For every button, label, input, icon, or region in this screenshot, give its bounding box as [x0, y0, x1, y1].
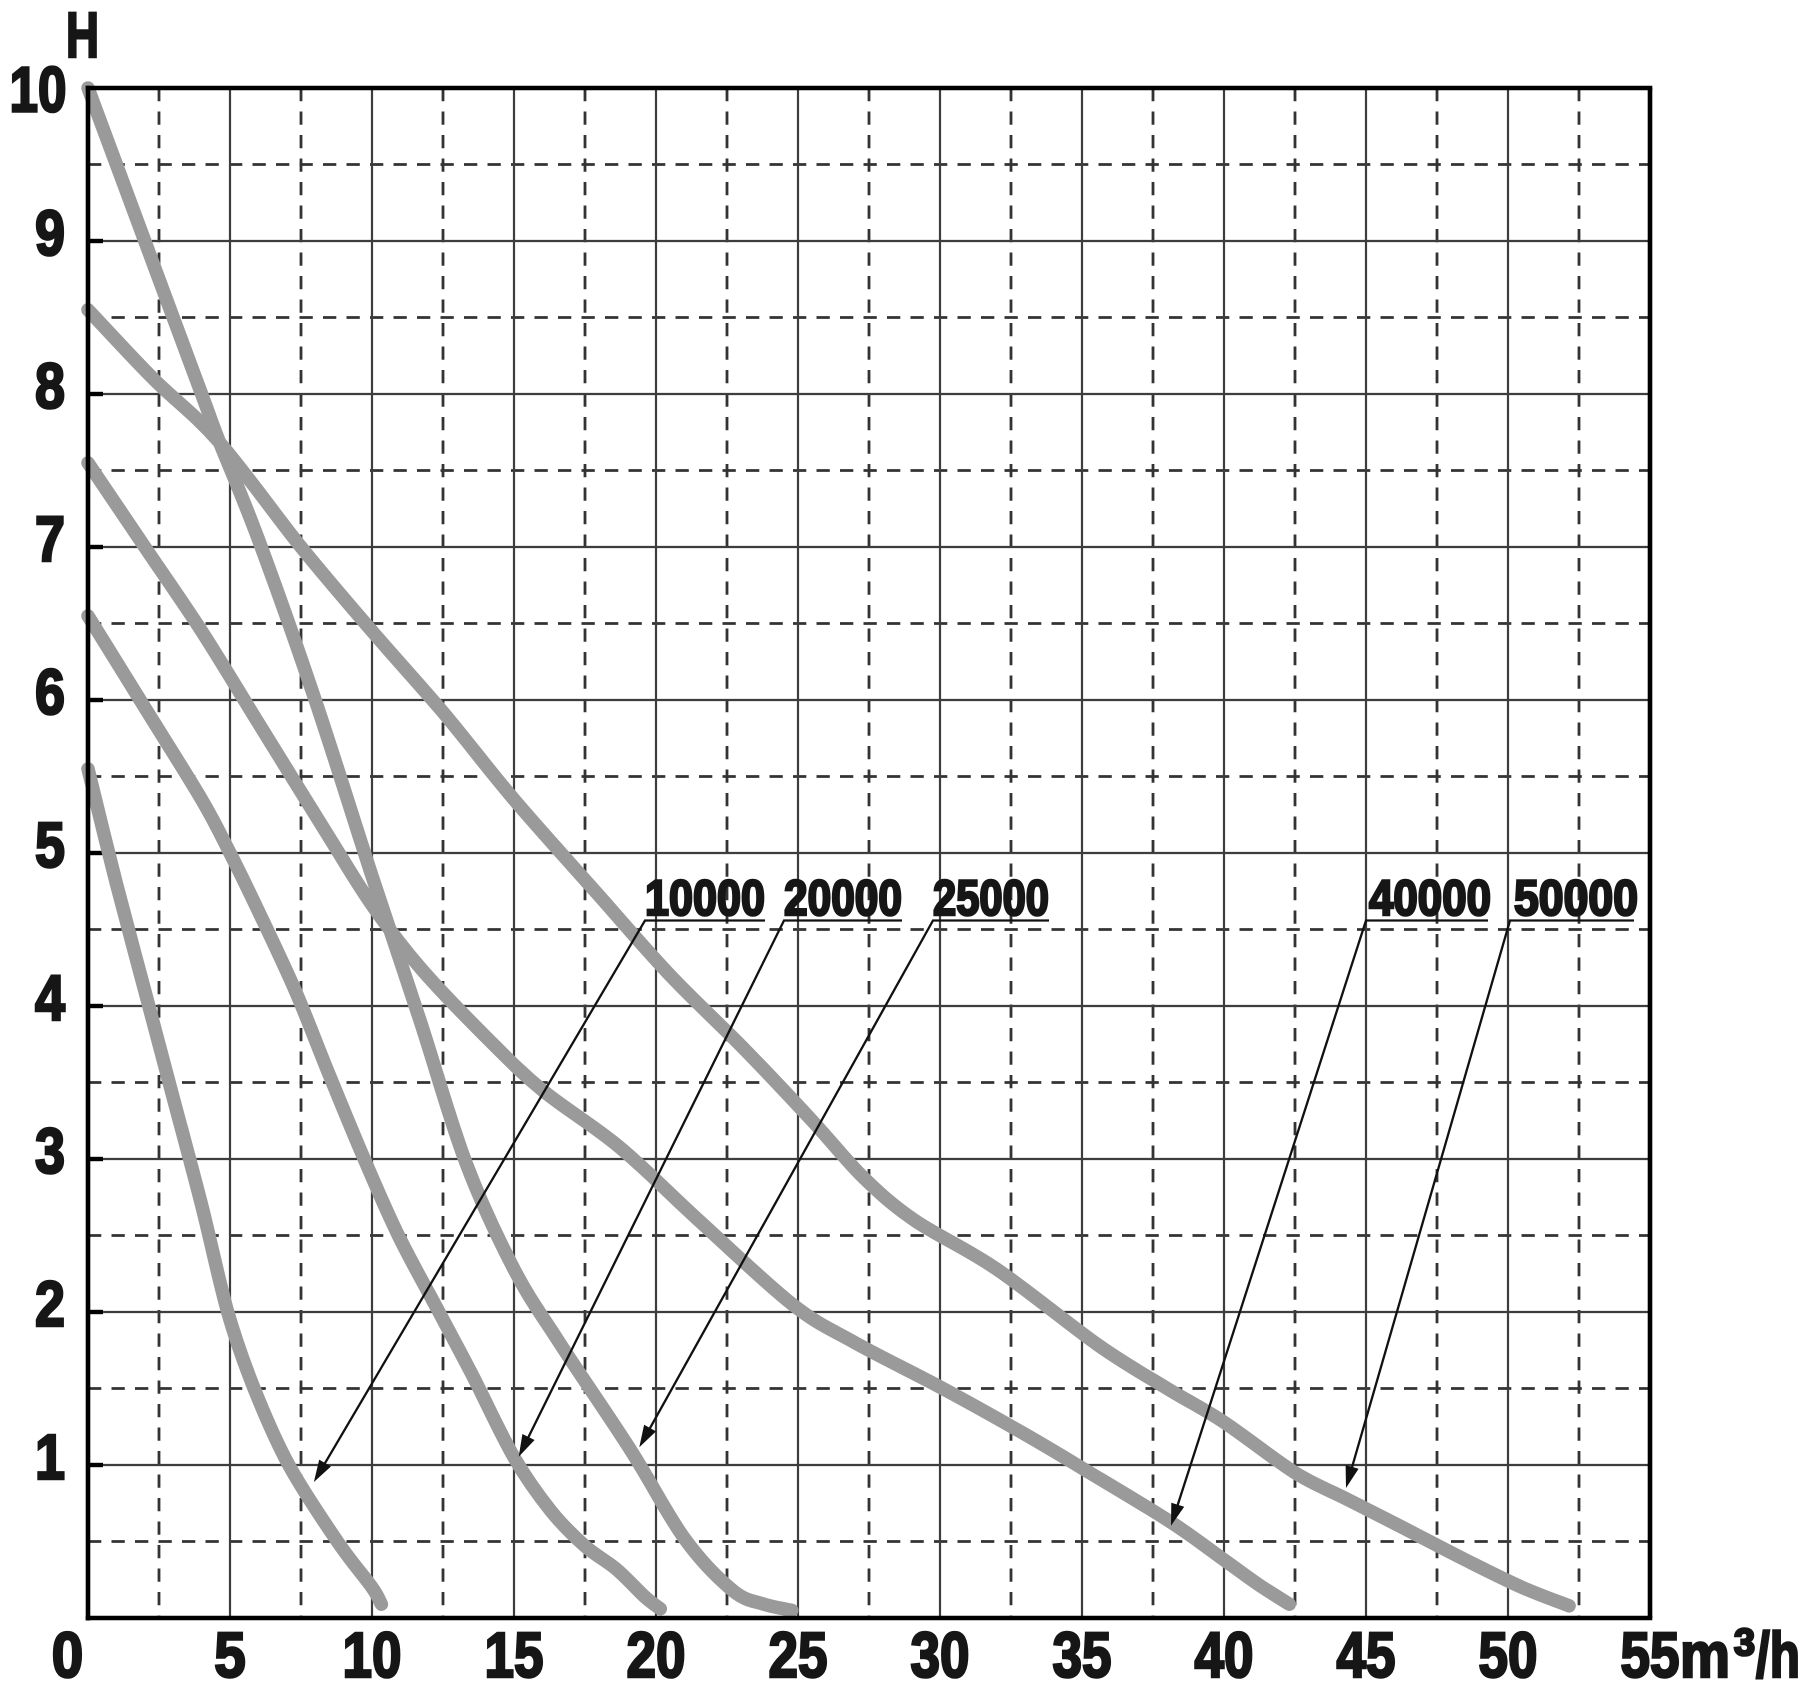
svg-text:10000: 10000 [645, 870, 765, 926]
svg-text:H: H [66, 0, 99, 71]
svg-text:25000: 25000 [933, 870, 1049, 926]
svg-text:9: 9 [35, 197, 65, 269]
svg-text:40: 40 [1195, 1619, 1254, 1691]
svg-text:50: 50 [1479, 1619, 1538, 1691]
svg-text:7: 7 [35, 503, 65, 575]
svg-text:1: 1 [35, 1421, 65, 1493]
svg-text:2: 2 [35, 1268, 65, 1340]
svg-text:40000: 40000 [1369, 870, 1491, 926]
svg-text:15: 15 [485, 1619, 544, 1691]
svg-text:10: 10 [343, 1619, 402, 1691]
svg-text:50000: 50000 [1514, 870, 1638, 926]
svg-text:20000: 20000 [784, 870, 902, 926]
svg-text:3: 3 [1734, 1622, 1755, 1664]
svg-text:5: 5 [214, 1619, 246, 1691]
svg-text:55: 55 [1621, 1619, 1680, 1691]
svg-text:3: 3 [35, 1115, 65, 1187]
svg-text:30: 30 [911, 1619, 970, 1691]
svg-text:4: 4 [35, 962, 65, 1034]
svg-text:6: 6 [35, 656, 65, 728]
svg-text:45: 45 [1337, 1619, 1396, 1691]
svg-text:0: 0 [52, 1619, 84, 1691]
svg-text:10: 10 [10, 54, 67, 126]
svg-text:5: 5 [35, 809, 65, 881]
svg-text:35: 35 [1053, 1619, 1112, 1691]
svg-text:8: 8 [35, 350, 65, 422]
svg-text:20: 20 [627, 1619, 686, 1691]
svg-text:25: 25 [769, 1619, 828, 1691]
svg-text:m: m [1680, 1619, 1730, 1691]
svg-text:/h: /h [1756, 1619, 1800, 1691]
